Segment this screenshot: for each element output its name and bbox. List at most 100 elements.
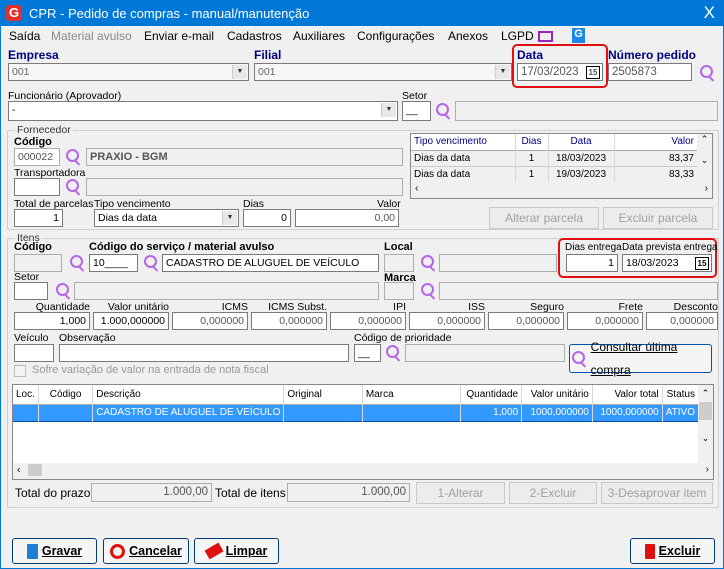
calendar-icon[interactable]: 15 bbox=[695, 257, 709, 270]
total-parcelas-field[interactable]: 1 bbox=[14, 209, 63, 227]
horizontal-scrollbar[interactable]: ‹ › bbox=[411, 182, 712, 198]
menu-configuracoes[interactable]: Configurações bbox=[357, 29, 435, 43]
col-valor[interactable]: Valor bbox=[614, 134, 698, 150]
alterar-item-button[interactable]: 1-Alterar bbox=[416, 482, 505, 504]
filial-combo[interactable]: 001 ▼ bbox=[254, 63, 512, 81]
vertical-scrollbar[interactable]: ⌃ ⌄ bbox=[698, 385, 713, 464]
quantidade-label: Quantidade bbox=[35, 301, 90, 313]
icms-field[interactable]: 0,000000 bbox=[172, 312, 248, 330]
search-icon[interactable] bbox=[434, 102, 452, 120]
highlight-data bbox=[512, 44, 608, 88]
menu-saida[interactable]: Saída bbox=[9, 29, 41, 43]
chevron-down-icon: ▼ bbox=[381, 103, 396, 117]
transportadora-field[interactable] bbox=[14, 178, 60, 196]
menu-cadastros[interactable]: Cadastros bbox=[227, 29, 282, 43]
total-parcelas-label: Total de parcelas bbox=[14, 198, 94, 210]
search-icon[interactable] bbox=[64, 148, 82, 166]
col-loc[interactable]: Loc. bbox=[13, 385, 39, 404]
ipi-field[interactable]: 0,000000 bbox=[330, 312, 406, 330]
vertical-scrollbar[interactable]: ⌃ ⌄ bbox=[697, 134, 712, 183]
tipo-venc-combo[interactable]: Dias da data ▼ bbox=[94, 209, 239, 227]
consultar-ultima-compra-button[interactable]: Consultar última compra bbox=[569, 340, 712, 377]
setor-field[interactable]: __ bbox=[402, 101, 431, 121]
parcela-row[interactable]: Dias da data 1 18/03/2023 83,37 bbox=[411, 150, 698, 166]
col-marca[interactable]: Marca bbox=[362, 385, 462, 404]
desaprovar-item-button[interactable]: 3-Desaprovar item bbox=[601, 482, 713, 504]
iss-field[interactable]: 0,000000 bbox=[409, 312, 485, 330]
veiculo-field[interactable] bbox=[14, 344, 54, 362]
servico-desc-field[interactable]: CADASTRO DE ALUGUEL DE VEÍCULO bbox=[162, 254, 379, 272]
menu-material-avulso[interactable]: Material avulso bbox=[51, 29, 132, 43]
cancelar-button[interactable]: Cancelar bbox=[103, 538, 189, 564]
local-field[interactable] bbox=[384, 254, 414, 272]
horizontal-scrollbar[interactable]: ‹ › bbox=[13, 463, 713, 479]
menu-auxiliares[interactable]: Auxiliares bbox=[293, 29, 346, 43]
col-data[interactable]: Data bbox=[548, 134, 615, 150]
marca-field[interactable] bbox=[384, 282, 414, 300]
search-icon[interactable] bbox=[142, 254, 160, 272]
fornecedor-codigo-field[interactable]: 000022 bbox=[14, 148, 60, 166]
excluir-button[interactable]: Excluir bbox=[630, 538, 715, 564]
menu-lgpd[interactable]: LGPD bbox=[501, 29, 534, 43]
servico-code-field[interactable]: 10____ bbox=[89, 254, 138, 272]
excluir-parcela-button[interactable]: Excluir parcela bbox=[603, 207, 713, 229]
parcela-row[interactable]: Dias da data 1 19/03/2023 83,33 bbox=[411, 166, 698, 182]
frete-field[interactable]: 0,000000 bbox=[567, 312, 643, 330]
g-brand-icon[interactable]: G bbox=[572, 28, 585, 43]
marca-desc bbox=[439, 282, 718, 300]
col-original[interactable]: Original bbox=[283, 385, 363, 404]
gravar-button[interactable]: Gravar bbox=[12, 538, 97, 564]
numero-pedido-field[interactable]: 2505873 bbox=[608, 63, 692, 81]
empresa-label: Empresa bbox=[8, 48, 59, 62]
table-row[interactable]: CADASTRO DE ALUGUEL DE VEÍCULO 1,000 1000,… bbox=[13, 404, 700, 421]
search-icon[interactable] bbox=[419, 282, 437, 300]
seguro-field[interactable]: 0,000000 bbox=[488, 312, 564, 330]
col-tipo[interactable]: Tipo vencimento bbox=[411, 134, 516, 150]
data-prevista-field[interactable]: 18/03/2023 15 bbox=[622, 254, 712, 272]
search-icon[interactable] bbox=[64, 178, 82, 196]
search-icon[interactable] bbox=[54, 282, 72, 300]
item-codigo-field[interactable] bbox=[14, 254, 62, 272]
item-setor-field[interactable] bbox=[14, 282, 48, 300]
search-icon[interactable] bbox=[68, 254, 86, 272]
desconto-field[interactable]: 0,000000 bbox=[646, 312, 718, 330]
col-valor-total[interactable]: Valor total bbox=[592, 385, 663, 404]
valor-unitario-field[interactable]: 1.000,000000 bbox=[93, 312, 169, 330]
funcionario-combo[interactable]: - ▼ bbox=[8, 101, 398, 121]
item-setor-label: Setor bbox=[14, 271, 40, 283]
prioridade-field[interactable]: __ bbox=[354, 344, 381, 362]
limpar-button[interactable]: Limpar bbox=[194, 538, 279, 564]
dias-entrega-field[interactable]: 1 bbox=[566, 254, 618, 272]
close-button[interactable]: X bbox=[703, 3, 715, 22]
observacao-field[interactable] bbox=[59, 344, 349, 362]
quantidade-field[interactable]: 1,000 bbox=[14, 312, 90, 330]
col-status[interactable]: Status bbox=[662, 385, 700, 404]
data-field[interactable]: 17/03/2023 15 bbox=[517, 63, 603, 81]
col-dias[interactable]: Dias bbox=[515, 134, 549, 150]
empresa-combo[interactable]: 001 ▼ bbox=[8, 63, 249, 81]
menu-anexos[interactable]: Anexos bbox=[448, 29, 489, 43]
search-icon[interactable] bbox=[384, 344, 402, 362]
variacao-checkbox-label: Sofre variação de valor na entrada de no… bbox=[32, 364, 269, 376]
col-codigo[interactable]: Código bbox=[38, 385, 94, 404]
valor-label: Valor bbox=[377, 198, 401, 210]
variacao-checkbox[interactable] bbox=[14, 365, 26, 377]
dias-entrega-label: Dias entrega bbox=[565, 242, 622, 253]
calendar-icon[interactable]: 15 bbox=[586, 66, 600, 79]
col-descricao[interactable]: Descrição bbox=[92, 385, 285, 404]
excluir-item-button[interactable]: 2-Excluir bbox=[509, 482, 597, 504]
save-icon bbox=[26, 543, 38, 559]
col-valor-unitario[interactable]: Valor unitário bbox=[521, 385, 593, 404]
tipo-venc-label: Tipo vencimento bbox=[94, 198, 171, 210]
monitor-icon[interactable] bbox=[538, 31, 553, 42]
search-icon[interactable] bbox=[419, 254, 437, 272]
valor-field[interactable]: 0,00 bbox=[295, 209, 399, 227]
icms-subst-field[interactable]: 0,000000 bbox=[251, 312, 327, 330]
itens-group-label: Itens bbox=[15, 232, 42, 244]
menu-enviar-email[interactable]: Enviar e-mail bbox=[144, 29, 215, 43]
alterar-parcela-button[interactable]: Alterar parcela bbox=[489, 207, 599, 229]
dias-field[interactable]: 0 bbox=[243, 209, 291, 227]
col-quantidade[interactable]: Quantidade bbox=[460, 385, 523, 404]
title-bar: G CPR - Pedido de compras - manual/manut… bbox=[1, 1, 724, 26]
search-icon[interactable] bbox=[698, 64, 716, 82]
